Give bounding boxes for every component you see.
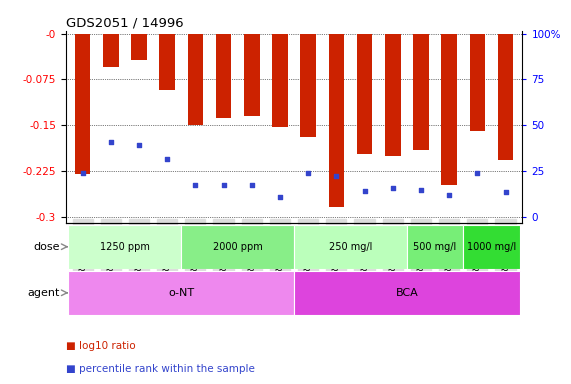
Bar [385,34,400,156]
Point [501,189,510,195]
Bar [188,34,203,125]
Point [191,182,200,188]
Bar [103,34,119,67]
Point [332,173,341,179]
Text: ■ percentile rank within the sample: ■ percentile rank within the sample [66,364,255,374]
Text: 250 mg/l: 250 mg/l [329,242,372,252]
Point [219,182,228,188]
Point [275,194,284,200]
Bar [294,225,407,269]
Bar [328,34,344,207]
Bar [75,34,90,174]
Bar [357,34,372,154]
Point [416,187,425,194]
Point [445,192,454,199]
Point [473,170,482,176]
Point [247,182,256,188]
Text: GDS2051 / 14996: GDS2051 / 14996 [66,17,183,30]
Bar [463,225,520,269]
Text: BCA: BCA [396,288,418,298]
Bar [69,225,181,269]
Text: 2000 ppm: 2000 ppm [213,242,263,252]
Bar [441,34,457,185]
Point [163,156,172,162]
Point [106,139,115,145]
Point [304,170,313,176]
Bar [216,34,231,118]
Text: 1250 ppm: 1250 ppm [100,242,150,252]
Text: 500 mg/l: 500 mg/l [413,242,457,252]
Text: o-NT: o-NT [168,288,194,298]
Point [78,170,87,176]
Point [360,188,369,194]
Point [134,142,143,148]
Bar [498,34,513,160]
Bar [413,34,429,150]
Bar [131,34,147,60]
Bar [159,34,175,91]
Point [388,185,397,191]
Bar [300,34,316,137]
Text: dose: dose [34,242,60,252]
Text: 1000 mg/l: 1000 mg/l [467,242,516,252]
Bar [181,225,294,269]
Bar [244,34,260,116]
Bar [272,34,288,127]
Bar [407,225,463,269]
Bar [69,271,294,315]
Bar [469,34,485,131]
Text: ■ log10 ratio: ■ log10 ratio [66,341,135,351]
Bar [294,271,520,315]
Text: agent: agent [27,288,60,298]
